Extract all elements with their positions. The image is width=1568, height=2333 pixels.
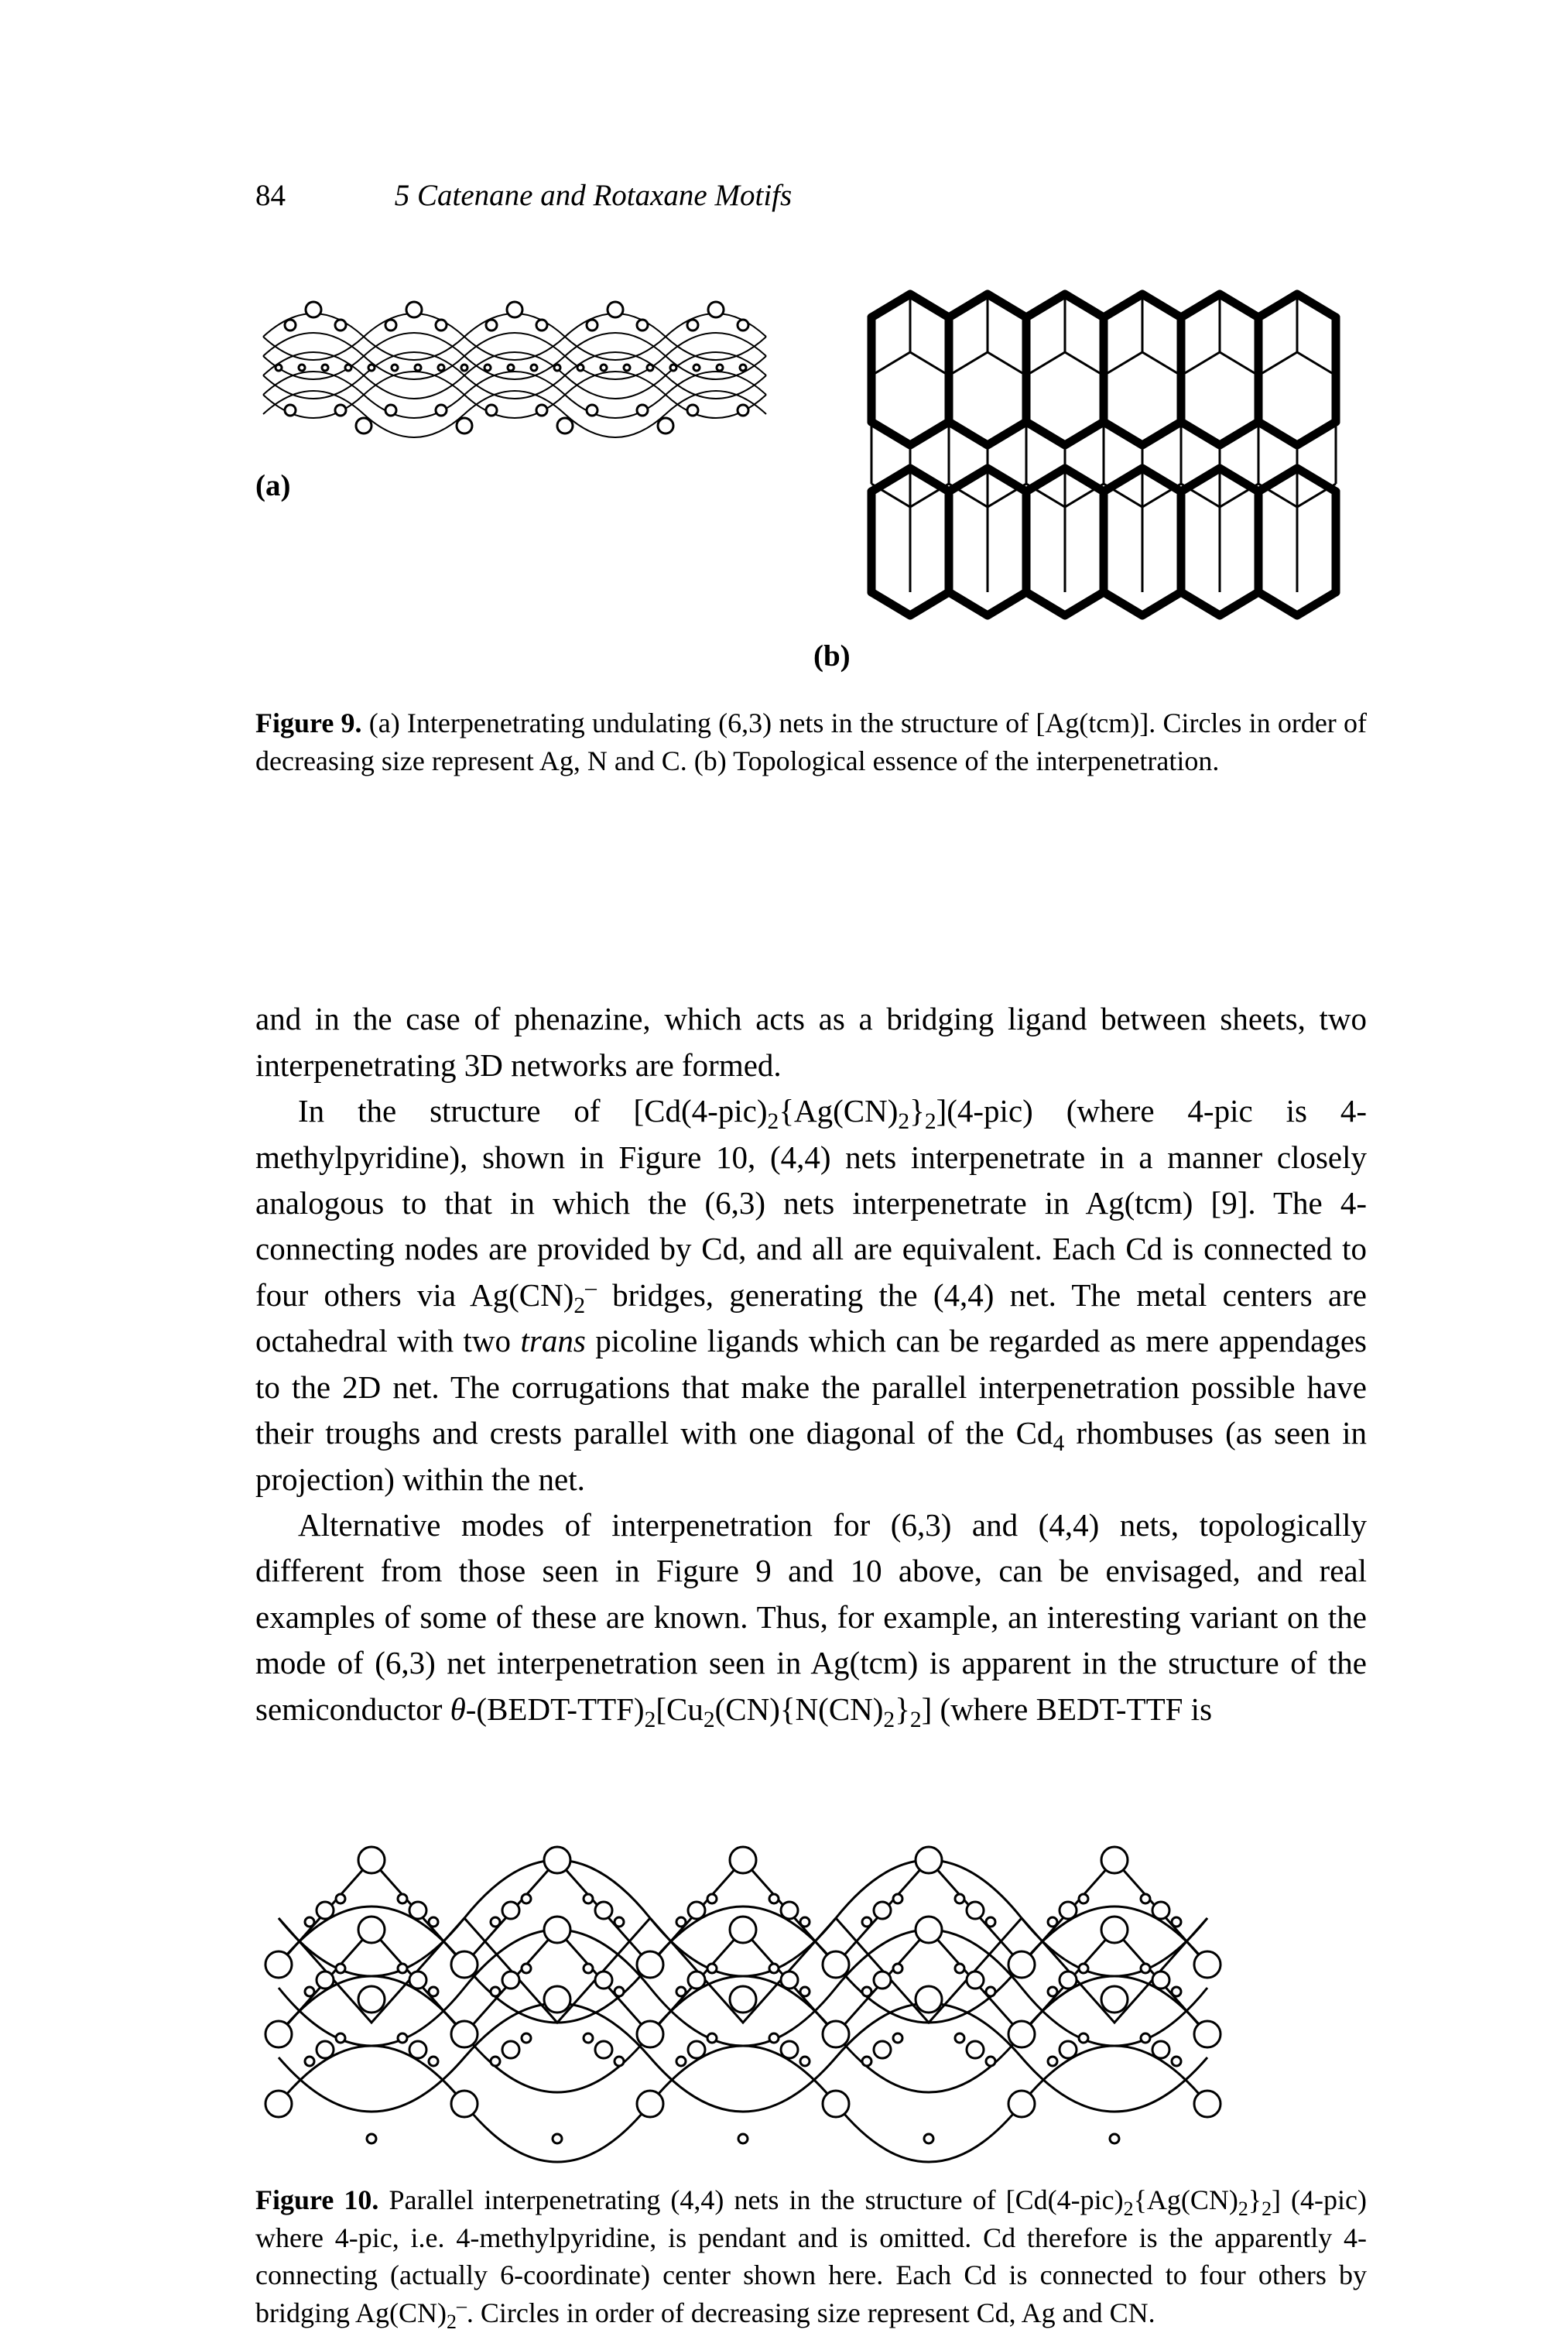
figure-9b-label: (b): [813, 639, 851, 673]
figure-9a-svg: [255, 283, 805, 453]
figure-10-caption: Figure 10. Parallel interpenetrating (4,…: [255, 2181, 1367, 2331]
figure-9a-label: (a): [255, 468, 805, 503]
figure-10-svg: [255, 1833, 1223, 2166]
figure-9b-svg: [856, 283, 1367, 623]
figure-9b-cell: (b): [856, 283, 1367, 673]
paragraph-3: Alternative modes of interpenetration fo…: [255, 1502, 1367, 1732]
page: 84 5 Catenane and Rotaxane Motifs: [0, 0, 1568, 2200]
figure-9-caption: Figure 9. (a) Interpenetrating undulatin…: [255, 704, 1367, 779]
paragraph-2: In the structure of [Cd(4-pic)2{Ag(CN)2}…: [255, 1088, 1367, 1502]
paragraph-1: and in the case of phenazine, which acts…: [255, 996, 1367, 1088]
figure-9a-cell: (a): [255, 283, 805, 503]
figure-10-caption-lead: Figure 10.: [255, 2184, 378, 2215]
figure-10: Figure 10. Parallel interpenetrating (4,…: [255, 1833, 1367, 2331]
chapter-title: 5 Catenane and Rotaxane Motifs: [395, 179, 792, 212]
running-head: 84 5 Catenane and Rotaxane Motifs: [255, 178, 1367, 213]
page-number: 84: [255, 178, 387, 213]
figure-9-caption-body: (a) Interpenetrating undulating (6,3) ne…: [255, 707, 1367, 776]
figure-9: (a): [255, 283, 1367, 673]
figure-9-caption-lead: Figure 9.: [255, 707, 362, 738]
body-text: and in the case of phenazine, which acts…: [255, 996, 1367, 1732]
